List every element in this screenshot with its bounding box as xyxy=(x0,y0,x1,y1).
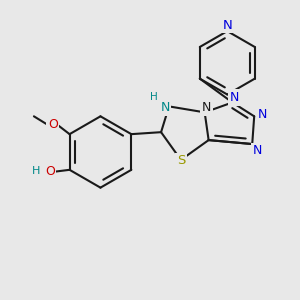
Text: S: S xyxy=(177,154,185,167)
Text: N: N xyxy=(202,101,211,114)
Text: N: N xyxy=(253,145,262,158)
Text: N: N xyxy=(160,101,170,114)
Text: N: N xyxy=(222,19,232,32)
Text: H: H xyxy=(32,166,40,176)
Text: N: N xyxy=(257,108,267,121)
Text: H: H xyxy=(150,92,158,101)
Text: O: O xyxy=(45,165,55,178)
Text: O: O xyxy=(48,118,58,131)
Text: N: N xyxy=(230,91,239,104)
